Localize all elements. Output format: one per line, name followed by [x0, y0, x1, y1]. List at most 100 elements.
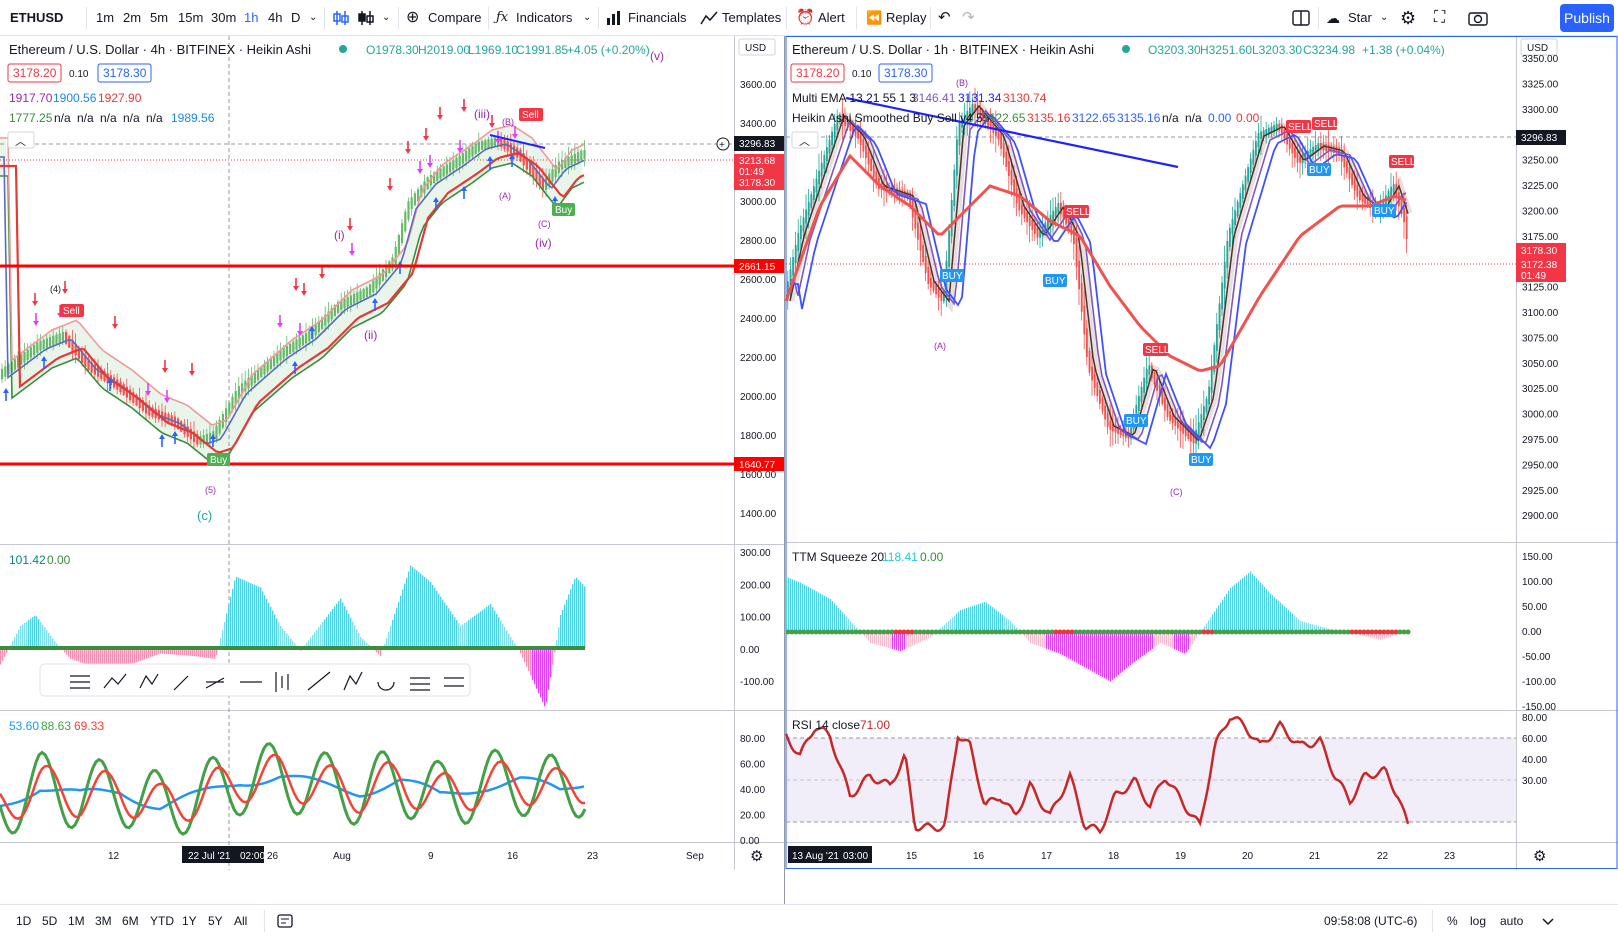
- histogram-bar: [1136, 632, 1137, 661]
- chevron-down-icon[interactable]: ⌄: [309, 0, 317, 36]
- candle-body: [1356, 185, 1358, 197]
- left-osc2-pane[interactable]: [0, 744, 585, 834]
- time-label: Sep: [686, 851, 704, 862]
- indicators-button[interactable]: Indicators: [516, 0, 572, 36]
- histogram-bar: [1070, 632, 1071, 660]
- currency-label[interactable]: USD: [1527, 43, 1548, 54]
- charts-area[interactable]: Ethereum / U.S. Dollar · 4h · BITFINEX ·…: [0, 36, 1618, 904]
- histogram-bar: [1290, 612, 1291, 632]
- left-price-axis[interactable]: USD 3600.003400.003200.003000.002800.002…: [739, 39, 777, 520]
- range-5y[interactable]: 5Y: [208, 905, 223, 937]
- financials-button[interactable]: Financials: [628, 0, 687, 36]
- layout-icon[interactable]: [1292, 9, 1310, 27]
- interval-30m[interactable]: 30m: [211, 0, 236, 36]
- buy-price[interactable]: 3178.30: [884, 66, 928, 80]
- candle-body: [829, 139, 831, 153]
- log-toggle[interactable]: log: [1470, 905, 1486, 937]
- chevron-up-icon[interactable]: ︿: [15, 136, 26, 148]
- candle-body: [401, 223, 403, 243]
- fullscreen-icon[interactable]: ⛶: [1434, 0, 1445, 36]
- compare-plus-icon[interactable]: ⊕: [406, 0, 419, 36]
- histogram-bar: [820, 594, 821, 633]
- right-time-axis[interactable]: 13 Aug '21 03:00 15 16 17 18 19 20 21 22…: [788, 846, 1546, 865]
- price-tick: 3250.00: [1522, 156, 1559, 167]
- histogram-bar: [224, 622, 225, 648]
- range-6m[interactable]: 6M: [122, 905, 139, 937]
- currency-label[interactable]: USD: [745, 43, 766, 54]
- financials-icon[interactable]: [606, 10, 622, 26]
- gear-icon[interactable]: ⚙: [750, 848, 763, 865]
- interval-4h[interactable]: 4h: [268, 0, 282, 36]
- replay-icon[interactable]: ⏪: [866, 0, 882, 36]
- range-1m[interactable]: 1M: [68, 905, 85, 937]
- range-3m[interactable]: 3M: [95, 905, 112, 937]
- gear-icon[interactable]: ⚙: [1533, 848, 1546, 865]
- bar-style-icon[interactable]: [332, 9, 350, 27]
- interval-15m[interactable]: 15m: [178, 0, 203, 36]
- undo-icon[interactable]: ↶: [938, 0, 951, 36]
- buy-price[interactable]: 3178.30: [103, 66, 147, 80]
- histogram-bar: [1068, 632, 1069, 658]
- gear-icon[interactable]: ⚙: [1400, 0, 1416, 36]
- interval-2m[interactable]: 2m: [123, 0, 141, 36]
- replay-button[interactable]: Replay: [886, 0, 926, 36]
- candle-body: [873, 165, 875, 178]
- left-time-axis[interactable]: 12 22 Jul '21 02:00 26 Aug 9 16 23 Sep ⚙: [108, 846, 763, 865]
- candle-body: [286, 346, 288, 356]
- drawing-toolbar[interactable]: [40, 664, 470, 696]
- candle-body: [1018, 197, 1020, 210]
- histogram-bar: [842, 612, 843, 632]
- rsi-pane[interactable]: [786, 717, 1516, 832]
- interval-d[interactable]: D: [291, 0, 300, 36]
- cloud-icon[interactable]: ☁: [1326, 0, 1340, 36]
- signal-arrow-head: [189, 371, 195, 376]
- alarm-clock-icon[interactable]: ⏰: [796, 0, 815, 36]
- histogram-bar: [328, 614, 329, 648]
- date-range-icon[interactable]: [277, 913, 293, 929]
- chevron-up-icon[interactable]: ︿: [799, 136, 810, 148]
- indicators-icon[interactable]: ƒx: [496, 0, 508, 36]
- candle-body: [1096, 382, 1098, 396]
- range-1d[interactable]: 1D: [16, 905, 31, 937]
- redo-icon[interactable]: ↷: [962, 0, 975, 36]
- interval-1m[interactable]: 1m: [96, 0, 114, 36]
- candle-body: [930, 278, 932, 287]
- interval-5m[interactable]: 5m: [150, 0, 168, 36]
- range-ytd[interactable]: YTD: [150, 905, 174, 937]
- ttm-squeeze-histogram[interactable]: [786, 572, 1409, 682]
- histogram-bar: [396, 608, 397, 648]
- candle-body: [797, 233, 799, 251]
- save-layout-button[interactable]: Star: [1348, 0, 1372, 36]
- clock[interactable]: 09:58:08 (UTC-6): [1324, 905, 1417, 937]
- chevron-down-icon[interactable]: [1540, 913, 1556, 929]
- templates-icon[interactable]: [700, 10, 718, 26]
- ttm-axis[interactable]: 150.00100.0050.000.00-50.00-100.00-150.0…: [1522, 552, 1556, 713]
- compare-button[interactable]: Compare: [428, 0, 481, 36]
- range-all[interactable]: All: [234, 905, 247, 937]
- camera-icon[interactable]: [1468, 10, 1488, 26]
- range-1y[interactable]: 1Y: [182, 905, 197, 937]
- alert-button[interactable]: Alert: [818, 0, 845, 36]
- percent-toggle[interactable]: %: [1447, 905, 1458, 937]
- right-price-pane[interactable]: [786, 88, 1516, 460]
- templates-button[interactable]: Templates: [722, 0, 781, 36]
- sell-price[interactable]: 3178.20: [13, 66, 57, 80]
- plus-icon[interactable]: +: [719, 140, 725, 151]
- histogram-bar: [964, 609, 965, 632]
- publish-button[interactable]: Publish: [1560, 4, 1614, 32]
- range-5d[interactable]: 5D: [42, 905, 57, 937]
- crosshair-time: 02:00: [240, 851, 265, 862]
- symbol-search[interactable]: ETHUSD: [10, 0, 63, 36]
- histogram-bar: [430, 582, 431, 648]
- candles-icon[interactable]: [357, 9, 375, 27]
- chevron-down-icon[interactable]: ⌄: [382, 0, 390, 36]
- left-price-pane[interactable]: [0, 36, 784, 870]
- sell-price[interactable]: 3178.20: [796, 66, 840, 80]
- auto-toggle[interactable]: auto: [1500, 905, 1523, 937]
- chevron-down-icon[interactable]: ⌄: [583, 0, 591, 36]
- chevron-down-icon[interactable]: ⌄: [1380, 0, 1388, 36]
- interval-1h[interactable]: 1h: [244, 0, 258, 36]
